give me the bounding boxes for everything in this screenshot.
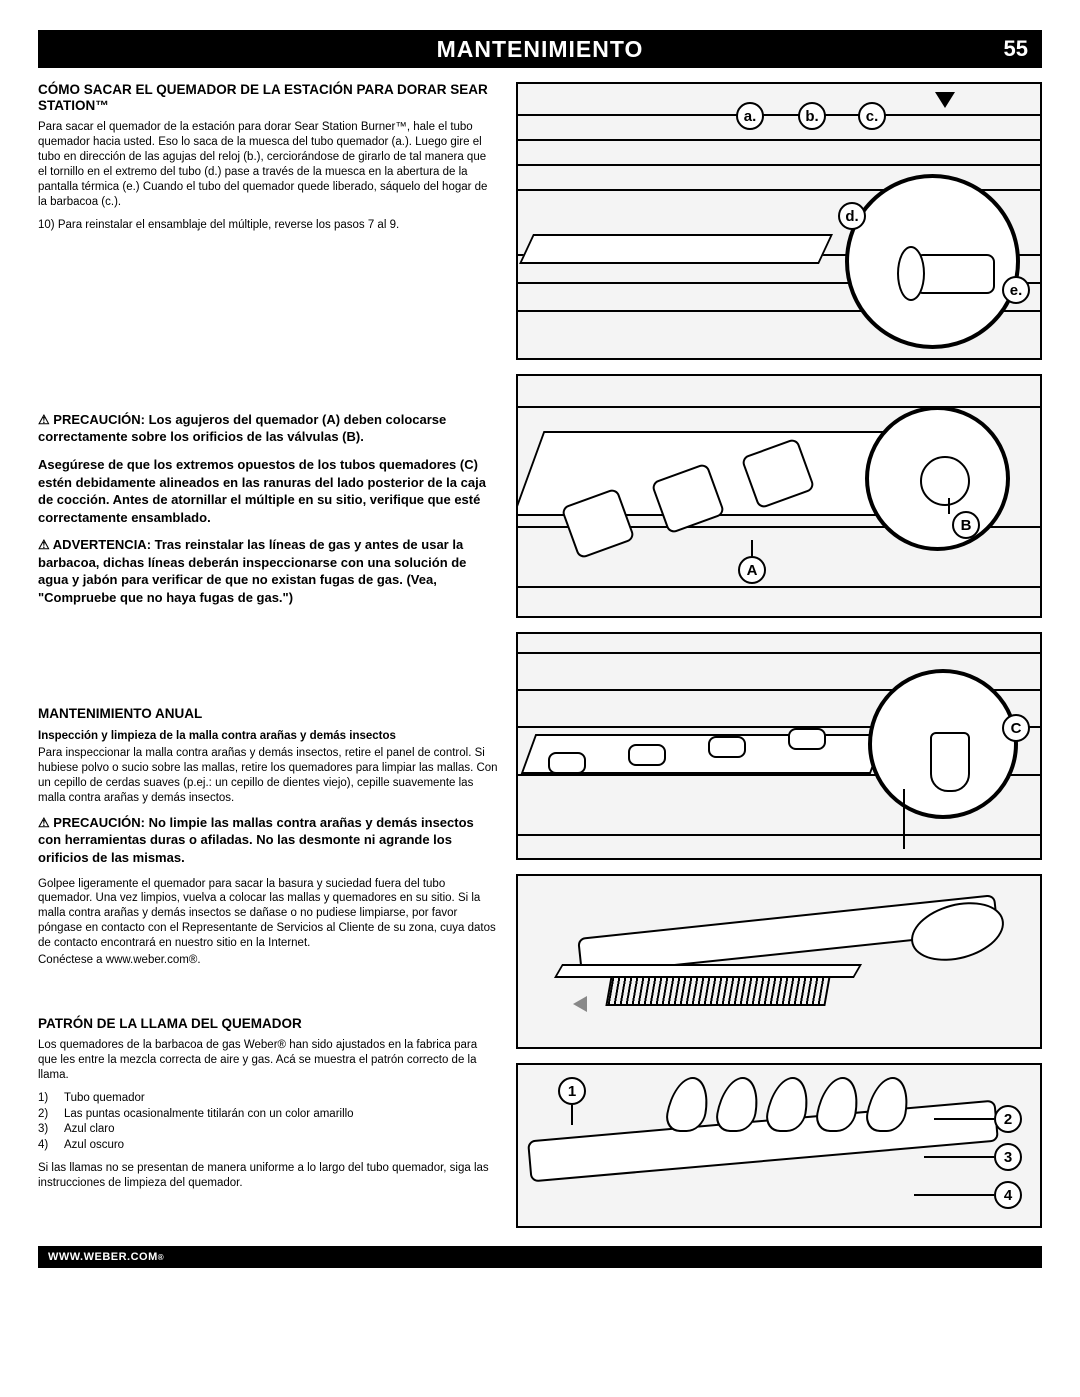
align-tubes-note: Asegúrese de que los extremos opuestos d… [38, 456, 498, 526]
step-10: 10) Para reinstalar el ensamblaje del mú… [38, 218, 498, 233]
annual-body2: Golpee ligeramente el quemador para saca… [38, 877, 498, 952]
footer-url: WWW.WEBER.COM [48, 1251, 158, 1263]
page-number: 55 [1004, 36, 1028, 62]
callout-b: b. [798, 102, 826, 130]
callout-2: 2 [994, 1105, 1022, 1133]
callout-e: e. [1002, 276, 1030, 304]
footer-reg: ® [158, 1253, 164, 1262]
flame-list: 1)Tubo quemador 2)Las puntas ocasionalme… [38, 1091, 498, 1153]
list-item: 2)Las puntas ocasionalmente titilarán co… [38, 1107, 498, 1123]
callout-a: a. [736, 102, 764, 130]
diagram-remove-burner: a. b. c. d. e. [516, 82, 1042, 360]
flame-heading: PATRÓN DE LA LLAMA DEL QUEMADOR [38, 1016, 498, 1032]
caution-a-b: PRECAUCIÓN: Los agujeros del quemador (A… [38, 411, 498, 446]
diagram-rear-slots: C [516, 632, 1042, 860]
annual-body1: Para inspeccionar la malla contra arañas… [38, 746, 498, 806]
page-title: MANTENIMIENTO [437, 36, 644, 63]
diagram-flame-pattern: 1 2 3 4 [516, 1063, 1042, 1228]
annual-subheading: Inspección y limpieza de la malla contra… [38, 729, 498, 745]
list-item: 4)Azul oscuro [38, 1138, 498, 1154]
callout-4: 4 [994, 1181, 1022, 1209]
left-column: CÓMO SACAR EL QUEMADOR DE LA ESTACIÓN PA… [38, 82, 498, 1228]
list-item: 3)Azul claro [38, 1122, 498, 1138]
diagram-burner-holes: A B [516, 374, 1042, 618]
section1-body: Para sacar el quemador de la estación pa… [38, 120, 498, 210]
content-columns: CÓMO SACAR EL QUEMADOR DE LA ESTACIÓN PA… [38, 82, 1042, 1228]
footer-bar: WWW.WEBER.COM® [38, 1246, 1042, 1268]
diagram-clean-brush [516, 874, 1042, 1049]
annual-heading: MANTENIMIENTO ANUAL [38, 706, 498, 722]
callout-3: 3 [994, 1143, 1022, 1171]
annual-body3: Conéctese a www.weber.com®. [38, 953, 498, 968]
callout-big-a: A [738, 556, 766, 584]
flame-body1: Los quemadores de la barbacoa de gas Web… [38, 1038, 498, 1083]
warning-gas-leak: ADVERTENCIA: Tras reinstalar las líneas … [38, 536, 498, 606]
callout-big-c: C [1002, 714, 1030, 742]
callout-c: c. [858, 102, 886, 130]
flame-body2: Si las llamas no se presentan de manera … [38, 1161, 498, 1191]
callout-1: 1 [558, 1077, 586, 1105]
list-item: 1)Tubo quemador [38, 1091, 498, 1107]
callout-big-b: B [952, 511, 980, 539]
header-bar: MANTENIMIENTO 55 [38, 30, 1042, 68]
right-column: a. b. c. d. e. A B [516, 82, 1042, 1228]
section1-heading: CÓMO SACAR EL QUEMADOR DE LA ESTACIÓN PA… [38, 82, 498, 114]
caution-screens: PRECAUCIÓN: No limpie las mallas contra … [38, 814, 498, 867]
callout-d: d. [838, 202, 866, 230]
